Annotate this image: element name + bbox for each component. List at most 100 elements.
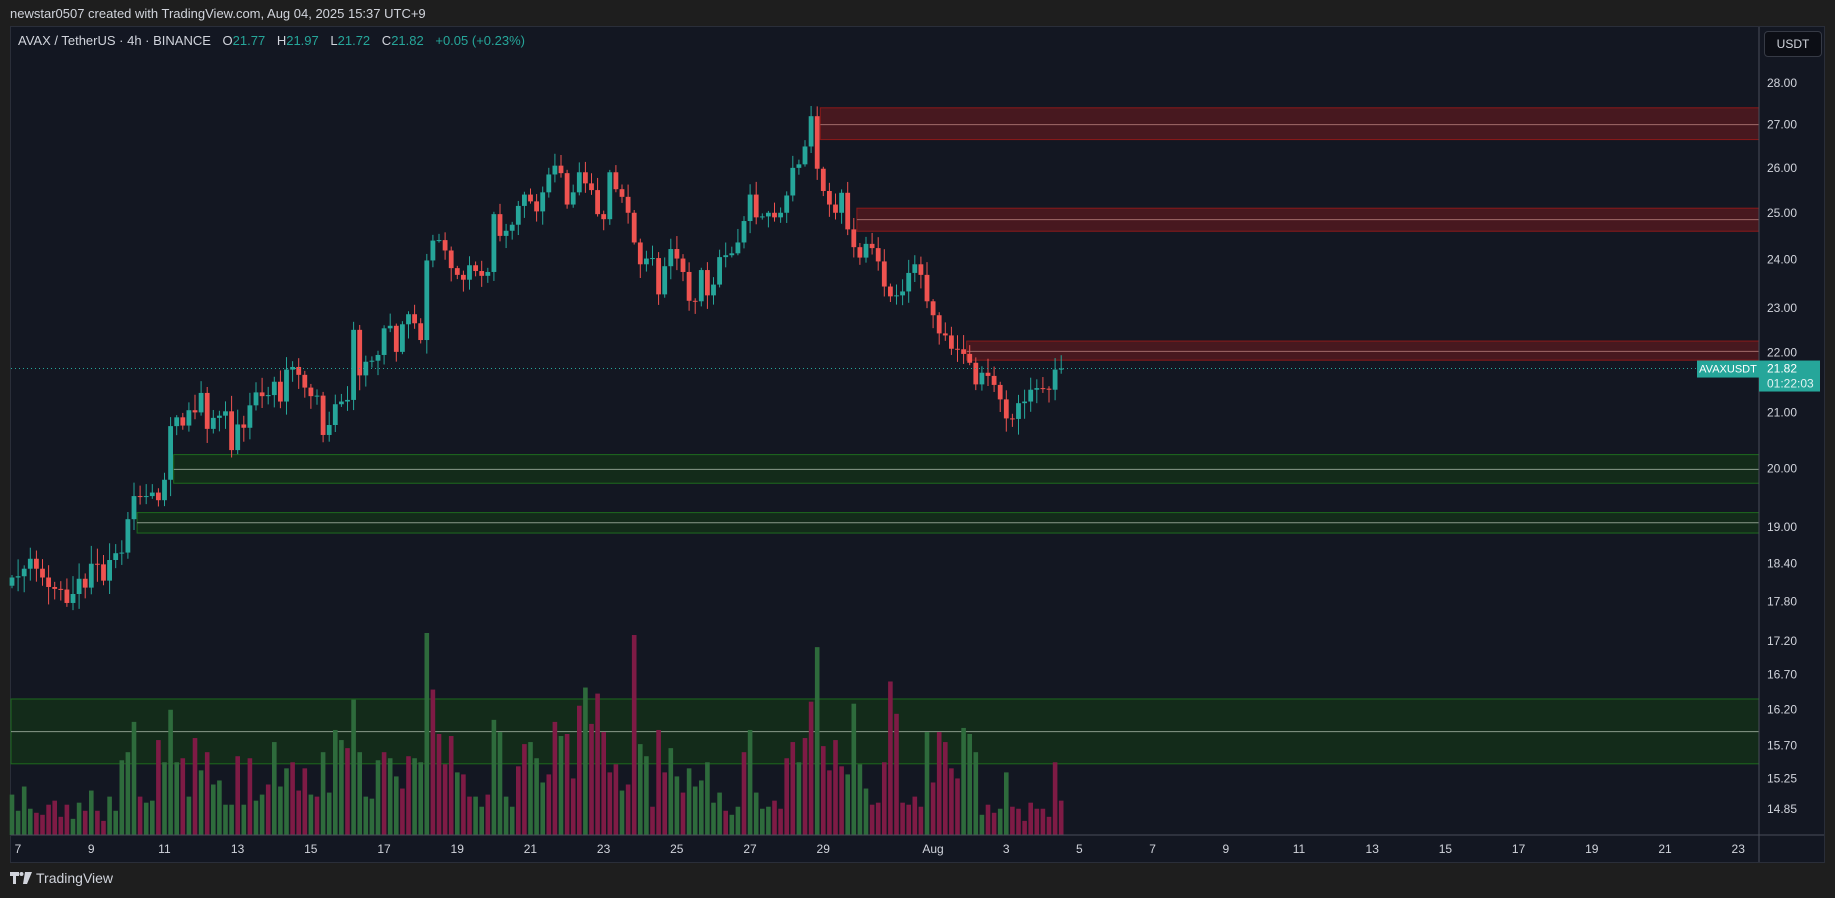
volume-bar bbox=[613, 764, 619, 835]
candle-body bbox=[156, 492, 161, 501]
volume-bar bbox=[528, 742, 533, 835]
candle-body bbox=[601, 214, 607, 220]
candle-body bbox=[589, 183, 594, 191]
price-tick-label: 16.70 bbox=[1767, 668, 1797, 682]
candle-body bbox=[357, 329, 363, 376]
volume-bar bbox=[15, 810, 21, 835]
time-tick-label: 11 bbox=[158, 842, 171, 856]
volume-bar bbox=[64, 804, 70, 835]
candle-body bbox=[949, 335, 954, 349]
candle-body bbox=[406, 314, 411, 325]
volume-bar bbox=[1010, 806, 1015, 835]
close-value: 21.82 bbox=[391, 33, 424, 48]
volume-bar bbox=[174, 762, 179, 835]
candle-body bbox=[1028, 389, 1034, 402]
volume-bar bbox=[320, 752, 326, 835]
candle-body bbox=[88, 563, 94, 588]
volume-bar bbox=[729, 814, 735, 835]
candle-body bbox=[796, 164, 802, 168]
candle-body bbox=[247, 405, 253, 428]
volume-bar bbox=[436, 734, 442, 835]
candle-body bbox=[351, 329, 356, 400]
candle-body bbox=[430, 240, 436, 261]
volume-bar bbox=[796, 762, 802, 835]
candle-body bbox=[229, 411, 234, 451]
volume-bar bbox=[339, 740, 344, 835]
volume-bar bbox=[186, 796, 192, 835]
volume-bar bbox=[894, 713, 899, 835]
volume-bar bbox=[577, 705, 582, 835]
volume-bar bbox=[369, 798, 375, 835]
candle-body bbox=[711, 284, 716, 296]
price-tick-label: 25.00 bbox=[1767, 206, 1797, 220]
volume-bar bbox=[808, 701, 814, 835]
volume-bar bbox=[290, 762, 295, 835]
price-tick-label: 17.20 bbox=[1767, 634, 1797, 648]
volume-bar bbox=[387, 758, 393, 835]
volume-bar bbox=[247, 758, 253, 835]
volume-bar bbox=[735, 806, 741, 835]
close-label: C bbox=[381, 33, 392, 48]
volume-bar bbox=[241, 804, 247, 835]
volume-bar bbox=[851, 703, 857, 835]
volume-bar bbox=[906, 804, 911, 835]
candle-body bbox=[76, 578, 82, 594]
candle-body bbox=[741, 221, 747, 243]
candle-body bbox=[424, 260, 430, 341]
time-tick-label: 21 bbox=[1658, 842, 1672, 856]
price-tick-label: 18.40 bbox=[1767, 557, 1797, 571]
candle-body bbox=[619, 189, 625, 197]
candle-body bbox=[863, 243, 869, 258]
candle-body bbox=[906, 272, 912, 292]
open-label: O bbox=[222, 33, 233, 48]
volume-bar bbox=[772, 800, 777, 835]
volume-bar bbox=[58, 816, 64, 835]
candle-body bbox=[723, 255, 729, 258]
symbol-legend[interactable]: AVAX / TetherUS · 4h · BINANCE O21.77 H2… bbox=[18, 33, 533, 48]
candle-body bbox=[936, 315, 942, 334]
candle-body bbox=[491, 214, 497, 272]
candle-body bbox=[40, 568, 45, 578]
candle-body bbox=[101, 564, 106, 581]
volume-bar bbox=[430, 689, 436, 835]
volume-bar bbox=[1028, 802, 1033, 835]
candle-body bbox=[875, 248, 881, 262]
volume-bar bbox=[503, 796, 509, 835]
time-tick-label: 13 bbox=[231, 842, 245, 856]
candle-body bbox=[595, 190, 600, 215]
currency-button[interactable]: USDT bbox=[1764, 31, 1822, 57]
candle-body bbox=[332, 404, 338, 426]
candle-body bbox=[265, 395, 271, 397]
candle-body bbox=[814, 116, 820, 169]
candle-body bbox=[131, 496, 137, 520]
volume-bar bbox=[40, 814, 45, 835]
volume-bar bbox=[540, 782, 545, 835]
candle-body bbox=[1010, 418, 1015, 420]
volume-bar bbox=[284, 768, 289, 835]
price-tick-label: 20.00 bbox=[1767, 461, 1797, 475]
candle-body bbox=[644, 258, 649, 265]
candle-body bbox=[1022, 401, 1027, 404]
candle-body bbox=[558, 165, 564, 174]
candle-body bbox=[668, 249, 674, 267]
price-tick-label: 28.00 bbox=[1767, 76, 1797, 90]
volume-bar bbox=[741, 752, 747, 835]
time-axis: 7 9 11 13 15 17 19 21 23 25 27 29 Aug 3 5 7 9 11 13 15 17 19 2… bbox=[15, 842, 1746, 856]
tradingview-label: TradingView bbox=[36, 870, 114, 886]
volume-bar bbox=[345, 748, 350, 835]
time-tick-label: 3 bbox=[1003, 842, 1010, 856]
candle-body bbox=[448, 250, 454, 269]
tradingview-watermark[interactable]: TradingView bbox=[10, 870, 113, 886]
volume-bar bbox=[625, 784, 631, 835]
volume-bar bbox=[827, 770, 832, 835]
volume-bar bbox=[546, 774, 552, 835]
time-tick-label: 13 bbox=[1366, 842, 1380, 856]
candle-body bbox=[1058, 368, 1064, 370]
candle-body bbox=[296, 366, 302, 375]
candle-body bbox=[241, 424, 247, 428]
volume-bar bbox=[601, 731, 606, 835]
candle-body bbox=[278, 381, 283, 402]
volume-bar bbox=[918, 806, 924, 835]
candle-body bbox=[759, 216, 765, 218]
